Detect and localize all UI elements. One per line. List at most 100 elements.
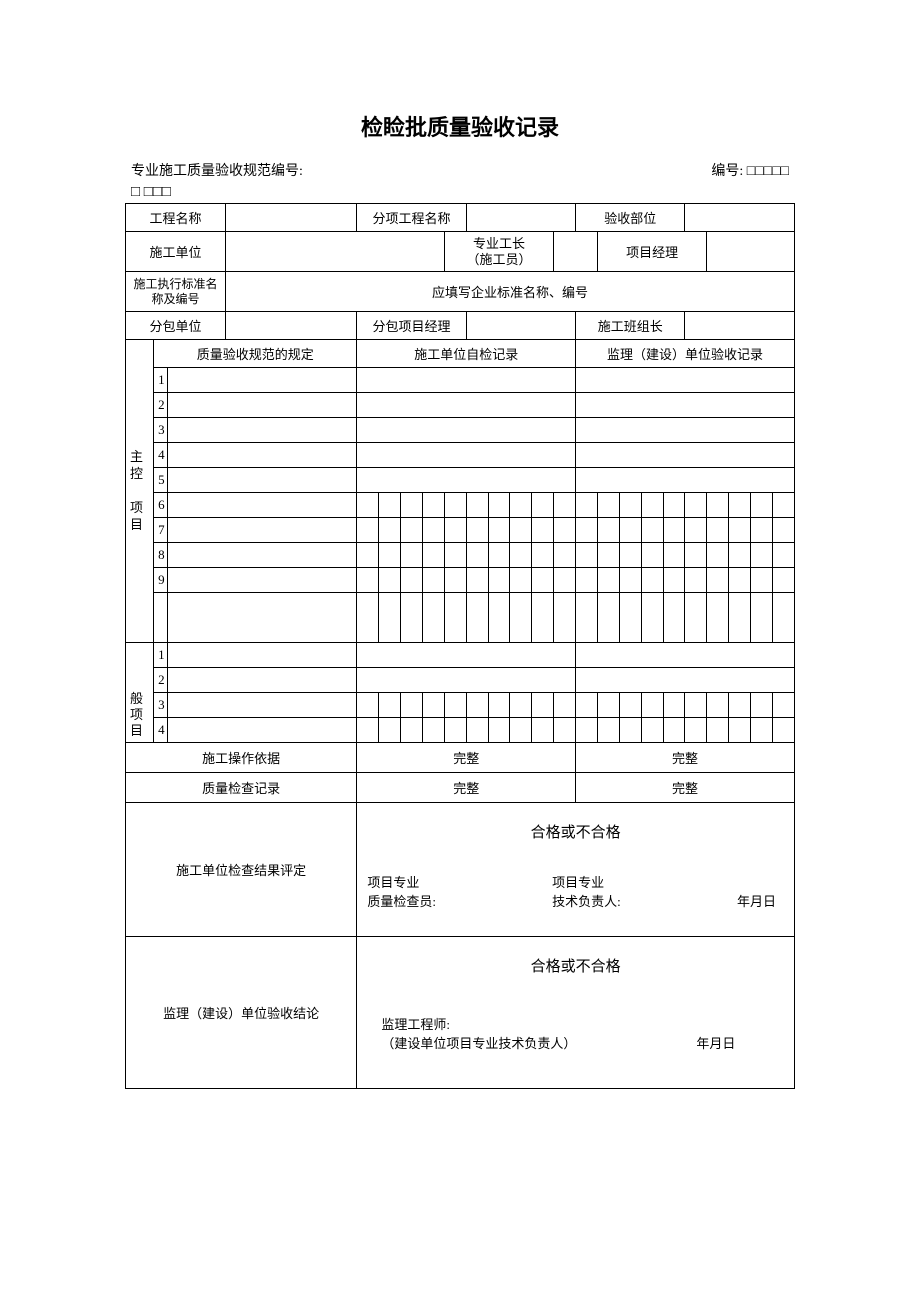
main-self-4 [357,443,576,468]
result2-block: 合格或不合格 监理工程师: （建设单位项目专业技术负责人） 年月日 [357,937,795,1089]
cell [532,693,554,718]
cell [663,543,685,568]
header-line: 专业施工质量验收规范编号: 编号: □□□□□ [125,160,795,180]
cell [707,593,729,643]
result1-role1: 项目专业 质量检查员: [367,872,436,910]
gen-num-4: 4 [154,718,168,743]
cell [751,518,773,543]
cell [554,543,576,568]
cell [619,518,641,543]
cell [751,493,773,518]
cell [619,493,641,518]
cell [444,693,466,718]
result1-block: 合格或不合格 项目专业 质量检查员: 项目专业 技术负责人: 年月日 [357,803,795,937]
cell [597,593,619,643]
cell [576,568,598,593]
cell [619,593,641,643]
header-right: 编号: □□□□□ [711,160,789,180]
cell [532,568,554,593]
cell [685,568,707,593]
cell [751,693,773,718]
main-num-9: 9 [154,568,168,593]
cell [466,543,488,568]
cell [510,593,532,643]
cell [641,568,663,593]
cell [751,568,773,593]
cell [729,568,751,593]
cell [729,543,751,568]
header-supervision: 监理（建设）单位验收记录 [576,340,795,368]
cell [729,518,751,543]
cell [751,718,773,743]
cell [685,718,707,743]
cell [685,543,707,568]
main-self-1 [357,368,576,393]
cell [729,493,751,518]
gen-sup-2 [576,668,795,693]
value-acceptance-part [685,204,795,232]
cell [488,543,510,568]
cell [510,693,532,718]
main-spec-1 [167,368,356,393]
label-acceptance-part: 验收部位 [576,204,685,232]
cell [466,718,488,743]
cell [685,493,707,518]
cell [576,718,598,743]
cell [357,543,379,568]
cell [641,493,663,518]
gen-spec-2 [167,668,356,693]
cell [707,568,729,593]
value-subitem-name [466,204,575,232]
cell [379,518,401,543]
cell [619,543,641,568]
cell [554,568,576,593]
cell [641,593,663,643]
cell [510,718,532,743]
cell [357,718,379,743]
cell [357,593,379,643]
cell [597,568,619,593]
cell [510,568,532,593]
quality-rec-v1: 完整 [357,773,576,803]
value-project-name [226,204,357,232]
gen-spec-4 [167,718,356,743]
cell [466,593,488,643]
gen-row-4: 4 [126,718,795,743]
cell [707,543,729,568]
gen-num-2: 2 [154,668,168,693]
row-standard: 施工执行标准名称及编号 应填写企业标准名称、编号 [126,272,795,312]
cell [422,693,444,718]
label-result2: 监理（建设）单位验收结论 [126,937,357,1089]
gen-row-2: 2 [126,668,795,693]
value-subcontractor [226,312,357,340]
cell [444,543,466,568]
gen-spec-1 [167,643,356,668]
op-basis-v1: 完整 [357,743,576,773]
cell [532,518,554,543]
cell [597,543,619,568]
result1-status: 合格或不合格 [365,809,786,872]
main-row-6: 6 [126,493,795,518]
cell [510,493,532,518]
cell [685,518,707,543]
cell [444,593,466,643]
cell [729,718,751,743]
result2-sig-row: 监理工程师: （建设单位项目专业技术负责人） 年月日 [365,1006,786,1082]
cell [401,568,423,593]
header-left: 专业施工质量验收规范编号: [131,160,303,180]
result2-role: 监理工程师: （建设单位项目专业技术负责人） [367,1014,576,1052]
cell [707,693,729,718]
value-team-leader [685,312,795,340]
main-self-3 [357,418,576,443]
row-section-headers: 主控 项目 质量验收规范的规定 施工单位自检记录 监理（建设）单位验收记录 [126,340,795,368]
row-construction-unit: 施工单位 专业工长 （施工员） 项目经理 [126,232,795,272]
main-num-2: 2 [154,393,168,418]
cell [422,543,444,568]
main-num-extra [154,593,168,643]
cell [751,543,773,568]
label-construction-unit: 施工单位 [126,232,226,272]
cell [685,593,707,643]
cell [401,493,423,518]
cell [422,568,444,593]
main-num-3: 3 [154,418,168,443]
